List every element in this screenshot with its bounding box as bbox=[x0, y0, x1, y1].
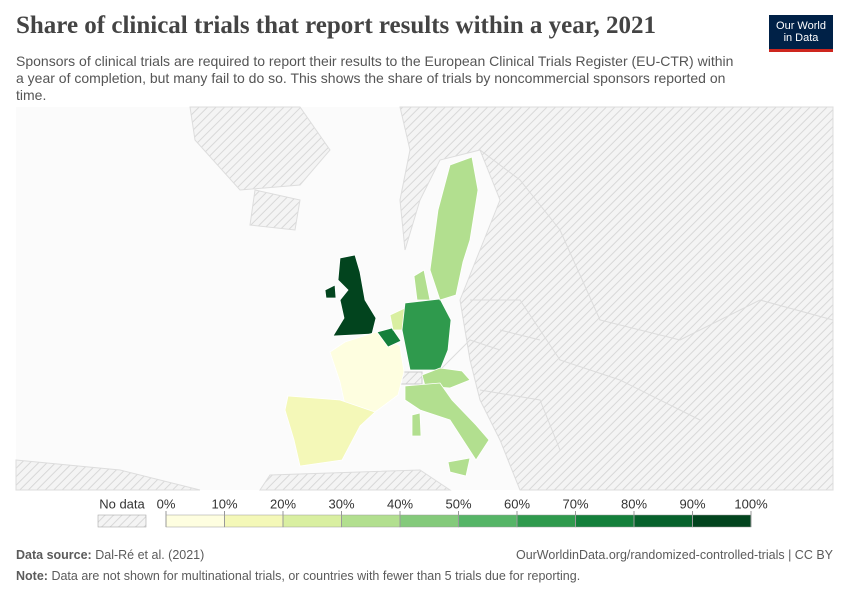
country bbox=[404, 382, 490, 477]
legend-bin bbox=[516, 514, 576, 528]
legend-tick-label: 80% bbox=[621, 496, 647, 511]
source: Data source: Dal-Ré et al. (2021) bbox=[16, 548, 204, 562]
legend-tick-label: 90% bbox=[679, 496, 705, 511]
legend-tick-label: 30% bbox=[328, 496, 354, 511]
legend-tick-label: 70% bbox=[562, 496, 588, 511]
legend-tick-label: 20% bbox=[270, 496, 296, 511]
legend-bin bbox=[341, 514, 401, 528]
no-data-label: No data bbox=[99, 496, 145, 511]
legend-bin bbox=[575, 514, 635, 528]
subtitle: Sponsors of clinical trials are required… bbox=[16, 53, 734, 103]
country bbox=[429, 156, 479, 301]
note-text: Data are not shown for multinational tri… bbox=[51, 569, 581, 583]
no-data-swatch bbox=[97, 514, 147, 528]
legend-bin bbox=[165, 514, 225, 528]
legend-bin bbox=[282, 514, 342, 528]
legend-tick-label: 0% bbox=[157, 496, 176, 511]
legend-bin bbox=[692, 514, 752, 528]
url[interactable]: OurWorldinData.org/randomized-controlled… bbox=[515, 548, 833, 562]
border-lines bbox=[439, 149, 834, 451]
logo-line: Our World bbox=[776, 20, 826, 32]
source-text[interactable]: Dal-Ré et al. (2021) bbox=[95, 548, 205, 562]
country bbox=[401, 298, 452, 371]
legend-tick-label: 10% bbox=[211, 496, 237, 511]
legend-bin bbox=[633, 514, 693, 528]
title: Share of clinical trials that report res… bbox=[16, 12, 657, 39]
logo-line: in Data bbox=[783, 32, 819, 44]
country bbox=[376, 327, 402, 348]
note-label: Note: bbox=[16, 569, 48, 583]
logo[interactable]: Our World in Data bbox=[769, 15, 833, 52]
legend-tick-label: 40% bbox=[387, 496, 413, 511]
legend-tick-label: 60% bbox=[504, 496, 530, 511]
note: Note: Data are not shown for multination… bbox=[16, 569, 580, 583]
legend-bin bbox=[399, 514, 459, 528]
legend-tick-label: 100% bbox=[734, 496, 768, 511]
map-chart: No data 0% 10% 20% 30% 40% 50% 60% 70% 80% 90% 100% bbox=[15, 106, 834, 528]
legend-tick-label: 50% bbox=[445, 496, 471, 511]
no-data-land bbox=[15, 106, 834, 491]
legend-bin bbox=[224, 514, 284, 528]
source-label: Data source: bbox=[16, 548, 92, 562]
country bbox=[284, 395, 376, 467]
legend-bin bbox=[458, 514, 518, 528]
country bbox=[324, 254, 377, 337]
country bbox=[413, 269, 431, 301]
